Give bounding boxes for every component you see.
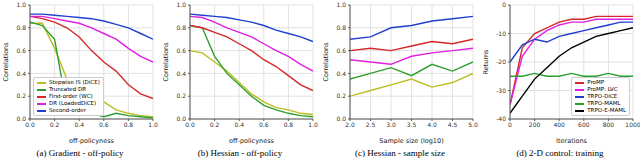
svg-text:0.4: 0.4: [234, 121, 244, 128]
html-text:(c) Hessian - sample size: (c) Hessian - sample size: [355, 148, 445, 158]
svg-text:800: 800: [603, 121, 615, 128]
svg-text:2.5: 2.5: [366, 121, 376, 128]
svg-text:-20: -20: [496, 58, 506, 65]
svg-text:1.0: 1.0: [308, 121, 318, 128]
html-text:Second-order: Second-order: [49, 107, 86, 113]
html-text:(d) 2-D control: training: (d) 2-D control: training: [516, 148, 604, 158]
svg-text:-30: -30: [496, 87, 506, 94]
svg-text:2.0: 2.0: [345, 121, 355, 128]
svg-text:1000: 1000: [625, 121, 632, 128]
svg-text:0.8: 0.8: [284, 121, 294, 128]
svg-text:4.5: 4.5: [448, 121, 458, 128]
html-text:TRPO-E-MAML: TRPO-E-MAML: [587, 107, 626, 113]
svg-text:0.6: 0.6: [176, 47, 186, 54]
html-text:(b) Hessian - off-policy: (b) Hessian - off-policy: [197, 148, 283, 158]
svg-text:0.8: 0.8: [176, 24, 186, 31]
svg-text:0.0: 0.0: [16, 115, 26, 122]
svg-text:-40: -40: [496, 115, 506, 122]
svg-text:3.0: 3.0: [386, 121, 396, 128]
svg-text:off-policyness: off-policyness: [69, 137, 114, 145]
svg-text:200: 200: [529, 121, 541, 128]
svg-text:0.2: 0.2: [210, 121, 220, 128]
svg-text:Returns: Returns: [482, 49, 490, 75]
html-text:DR (LoadedDiCE): DR (LoadedDiCE): [49, 100, 97, 106]
svg-text:4.0: 4.0: [427, 121, 437, 128]
svg-text:600: 600: [578, 121, 590, 128]
svg-text:0.0: 0.0: [25, 121, 35, 128]
svg-text:0.8: 0.8: [336, 24, 346, 31]
svg-text:0.8: 0.8: [16, 24, 26, 31]
html-text:ProMP: ProMP: [587, 79, 604, 85]
html-text:(a) Gradient - off-policy: (a) Gradient - off-policy: [36, 148, 124, 158]
html-text:ProMP: LVC: ProMP: LVC: [587, 86, 618, 92]
html-text:Truncated DR: Truncated DR: [49, 86, 86, 92]
html-text:First-order (WC): First-order (WC): [49, 93, 93, 99]
svg-text:5.0: 5.0: [468, 121, 478, 128]
svg-text:0.6: 0.6: [336, 47, 346, 54]
svg-text:0.4: 0.4: [74, 121, 84, 128]
svg-text:Correlations: Correlations: [162, 42, 170, 82]
svg-text:Iterations: Iterations: [556, 137, 588, 145]
svg-text:0.4: 0.4: [16, 70, 26, 77]
svg-text:0.2: 0.2: [176, 92, 186, 99]
svg-text:0.8: 0.8: [124, 121, 134, 128]
svg-text:Sample size (log10): Sample size (log10): [379, 137, 443, 145]
svg-text:1.0: 1.0: [176, 1, 186, 8]
html-text:TRPO-MAML: TRPO-MAML: [587, 100, 621, 106]
svg-text:0.6: 0.6: [259, 121, 269, 128]
svg-text:0.4: 0.4: [336, 70, 346, 77]
svg-text:Correlations: Correlations: [322, 42, 330, 82]
svg-text:off-policyness: off-policyness: [229, 137, 274, 145]
svg-text:1.0: 1.0: [16, 1, 26, 8]
svg-text:3.5: 3.5: [407, 121, 417, 128]
svg-text:0.2: 0.2: [16, 92, 26, 99]
svg-text:Correlations: Correlations: [8, 42, 10, 82]
svg-text:0: 0: [508, 121, 512, 128]
svg-text:0.4: 0.4: [176, 70, 186, 77]
svg-text:0.0: 0.0: [176, 115, 186, 122]
svg-text:-10: -10: [496, 30, 506, 37]
svg-text:1.0: 1.0: [148, 121, 158, 128]
svg-text:0.6: 0.6: [99, 121, 109, 128]
svg-text:0.2: 0.2: [336, 92, 346, 99]
svg-text:0.0: 0.0: [185, 121, 195, 128]
svg-text:0: 0: [502, 1, 506, 8]
svg-text:0.6: 0.6: [16, 47, 26, 54]
html-text:TRPO-DiCE: TRPO-DiCE: [587, 93, 618, 99]
svg-text:1.0: 1.0: [336, 1, 346, 8]
html-text:Stepwise IS (DiCE): Stepwise IS (DiCE): [49, 79, 100, 85]
svg-text:0.2: 0.2: [50, 121, 60, 128]
svg-text:400: 400: [553, 121, 565, 128]
svg-text:0.0: 0.0: [336, 115, 346, 122]
